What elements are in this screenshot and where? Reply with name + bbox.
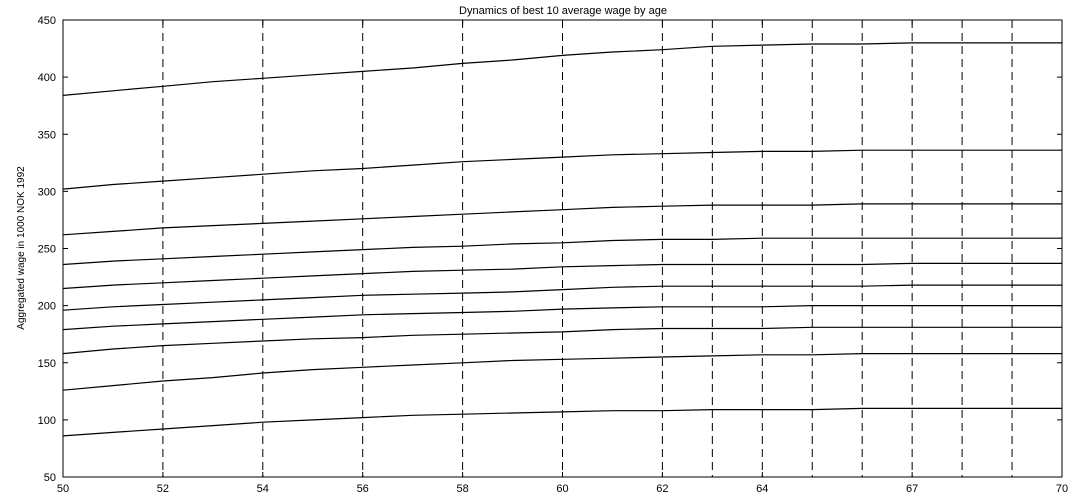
x-tick-label: 50 [57,483,69,495]
x-tick-label: 67 [906,483,918,495]
y-tick-label: 100 [38,415,56,427]
x-tick-label: 54 [257,483,269,495]
series-line-9 [62,353,1062,391]
series-line-7 [62,305,1062,331]
series-line-8 [62,326,1062,355]
y-tick-label: 250 [38,244,56,256]
x-tick-label: 60 [556,483,568,495]
series-line-6 [62,284,1062,311]
y-tick-label: 300 [38,186,56,198]
x-tick-label: 52 [157,483,169,495]
x-tick-label: 56 [357,483,369,495]
x-axis: 50 52 54 56 58 60 62 64 67 70 [57,20,1068,495]
y-axis-label: Aggregated wage in 1000 NOK 1992 [16,166,27,330]
chart-title: Dynamics of best 10 average wage by age [459,5,667,17]
series-line-1 [62,42,1062,96]
y-tick-label: 400 [38,72,56,84]
dashed-verticals [162,20,1013,477]
x-tick-label: 58 [456,483,468,495]
x-tick-label: 62 [656,483,668,495]
series-line-10 [62,407,1062,437]
y-tick-label: 450 [38,15,56,27]
y-tick-label: 50 [44,472,56,484]
y-tick-label: 350 [38,129,56,141]
series-line-2 [62,149,1062,190]
x-tick-label: 64 [756,483,768,495]
series-line-3 [62,203,1062,236]
series-line-5 [62,262,1062,290]
y-axis: 50 100 150 200 250 300 350 400 450 [38,15,1062,484]
series-lines [62,42,1062,437]
x-tick-label: 70 [1056,483,1068,495]
y-tick-label: 150 [38,358,56,370]
y-tick-label: 200 [38,301,56,313]
series-line-4 [62,237,1062,266]
